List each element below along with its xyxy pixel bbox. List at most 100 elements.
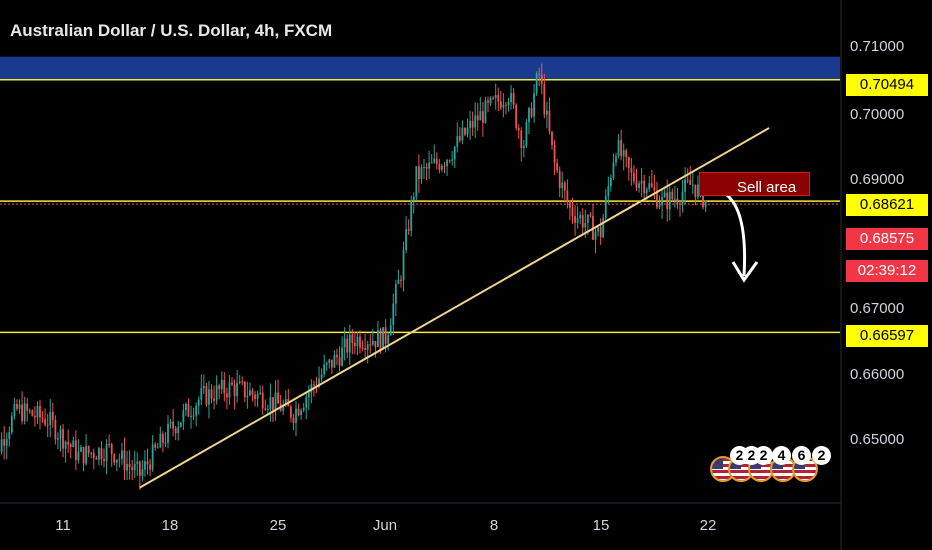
candle: [151, 435, 154, 472]
candle: [648, 175, 651, 192]
candle: [159, 426, 162, 448]
candle: [333, 350, 336, 368]
candle: [474, 102, 477, 138]
candle: [346, 334, 349, 359]
candle: [282, 399, 285, 416]
candle: [505, 101, 507, 115]
candle: [259, 385, 262, 396]
candle: [300, 408, 303, 420]
candle: [21, 391, 23, 425]
candle: [558, 166, 561, 198]
candle: [679, 200, 681, 217]
candle: [371, 328, 374, 346]
candle: [420, 164, 423, 184]
candle: [512, 88, 515, 109]
candle: [277, 379, 279, 404]
candle: [635, 168, 638, 192]
candle: [609, 174, 612, 192]
candle: [187, 398, 190, 418]
candle: [192, 407, 195, 421]
candle: [67, 429, 70, 453]
candle: [684, 167, 687, 205]
candle: [551, 131, 553, 150]
ascending-trendline[interactable]: [139, 127, 770, 489]
candle: [108, 434, 111, 448]
current-price-label: 0.68575: [846, 228, 928, 250]
time-tick: 8: [489, 517, 499, 534]
candle: [54, 415, 57, 445]
candle: [456, 122, 459, 153]
candle: [190, 405, 192, 429]
candle: [236, 369, 239, 403]
event-count-badge[interactable]: 2: [812, 446, 831, 465]
candle: [497, 87, 500, 112]
candle: [638, 180, 640, 193]
candle: [164, 432, 167, 448]
candle: [251, 388, 254, 402]
candle: [274, 380, 277, 421]
candle: [704, 200, 707, 213]
candle: [90, 451, 93, 459]
event-count-badge[interactable]: 6: [792, 446, 811, 465]
candle: [62, 423, 64, 458]
candle: [533, 84, 535, 123]
candle: [597, 225, 599, 237]
candle: [453, 145, 456, 169]
candle: [146, 448, 149, 475]
candle: [105, 439, 108, 475]
candle: [412, 192, 415, 214]
candle: [545, 101, 548, 129]
candle: [548, 97, 551, 135]
candle: [612, 153, 615, 181]
candle: [458, 127, 461, 143]
candle: [348, 324, 351, 365]
candle: [338, 346, 341, 372]
candle: [28, 408, 31, 414]
candle: [136, 452, 139, 476]
bar-countdown-label: 02:39:12: [846, 260, 928, 282]
candle: [87, 445, 90, 458]
candle: [423, 158, 425, 179]
candle: [33, 406, 36, 427]
candle: [330, 359, 333, 374]
candle: [433, 144, 436, 165]
candle: [172, 408, 175, 437]
candle: [382, 327, 384, 350]
candle: [374, 340, 377, 358]
candle: [74, 430, 77, 471]
candle: [223, 371, 226, 402]
price-tick: 0.69000: [850, 171, 905, 188]
candle: [220, 371, 223, 395]
candle: [8, 426, 11, 447]
event-count-badge[interactable]: 4: [772, 446, 791, 465]
candle: [448, 159, 451, 164]
candle: [528, 106, 530, 134]
candle: [417, 154, 420, 194]
candle: [264, 399, 267, 412]
candle: [233, 379, 236, 410]
sell-arrow-head: [731, 261, 759, 283]
candle: [44, 408, 47, 427]
candle: [118, 453, 121, 468]
candle: [656, 181, 658, 210]
candle: [85, 434, 87, 466]
candle: [499, 90, 502, 111]
candle: [218, 383, 221, 400]
candle: [517, 124, 520, 139]
candle: [563, 180, 566, 203]
candle: [397, 269, 400, 285]
candle: [238, 375, 241, 385]
candle: [205, 382, 208, 407]
candle: [576, 206, 579, 229]
sell-level-price-label: 0.68621: [846, 194, 928, 216]
candle: [443, 162, 446, 174]
candle: [297, 403, 300, 417]
candle: [425, 162, 428, 181]
sell-arrow: [723, 191, 747, 277]
event-count-badge[interactable]: 2: [754, 446, 773, 465]
candle: [581, 208, 584, 234]
candle: [138, 460, 141, 490]
candle: [671, 188, 674, 203]
candle: [72, 436, 75, 448]
